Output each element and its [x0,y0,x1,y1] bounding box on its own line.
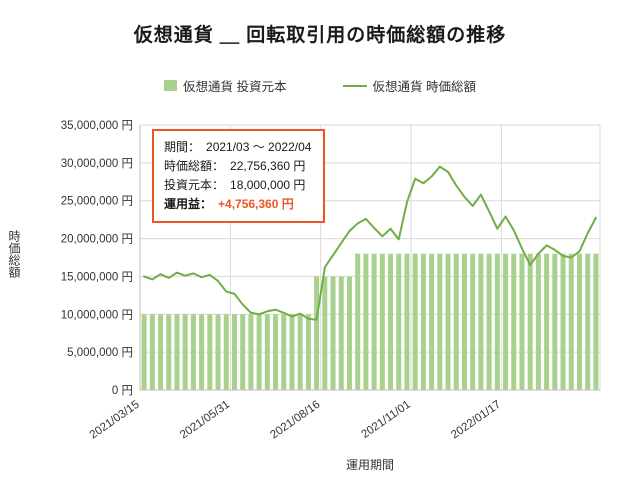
legend: 仮想通貨 投資元本 仮想通貨 時価総額 [0,76,640,95]
legend-label-market-cap: 仮想通貨 時価総額 [372,80,476,94]
principal-bar [231,314,237,390]
principal-bar [404,253,410,390]
chart-title: 仮想通貨 ＿ 回転取引用の時価総額の推移 [133,25,507,46]
x-tick-label: 2021/08/16 [268,399,322,442]
annotation-row-principal: 投資元本： 18,000,000 円 [164,176,311,195]
y-tick-label: 5,000,000 円 [67,347,133,359]
x-tick-label: 2021/05/31 [178,399,232,442]
principal-bar [379,253,385,390]
y-tick-label: 0 円 [112,385,133,397]
principal-bar [535,253,541,390]
principal-bar [158,314,164,390]
principal-bar [544,253,550,390]
principal-bar [396,253,402,390]
principal-bar [297,314,303,390]
principal-bar [552,253,558,390]
principal-bar [511,253,517,390]
principal-bar [190,314,196,390]
principal-bar [388,253,394,390]
principal-bar [281,314,287,390]
principal-bar [576,253,582,390]
legend-label-principal: 仮想通貨 投資元本 [183,80,287,94]
principal-bar [437,253,443,390]
y-tick-label: 10,000,000 円 [61,309,133,321]
principal-bar [240,314,246,390]
principal-bar [166,314,172,390]
principal-bar [174,314,180,390]
principal-bar [314,276,320,390]
principal-bar [141,314,147,390]
principal-value: 18,000,000 円 [230,178,306,192]
line-legend-marker-icon [342,84,367,87]
market-cap-label: 時価総額： [164,159,225,173]
annotation-row-market-cap: 時価総額： 22,756,360 円 [164,157,311,176]
bar-legend-marker-icon [164,80,178,91]
legend-item-market-cap: 仮想通貨 時価総額 [342,76,476,95]
market-value-line [143,165,597,321]
principal-bar [199,314,205,390]
gain-label: 運用益： [164,197,213,211]
annotation-row-period: 期間： 2021/03 ～ 2022/04 [164,138,311,157]
principal-bar [330,276,336,390]
principal-bar [470,253,476,390]
y-tick-label: 30,000,000 円 [61,158,133,170]
annotation-row-gain: 運用益： +4,756,360 円 [164,195,311,214]
principal-bar [346,276,352,390]
principal-bar [248,314,254,390]
principal-bar [519,253,525,390]
principal-bar [338,276,344,390]
principal-bar [461,253,467,390]
annotation-box: 期間： 2021/03 ～ 2022/04 時価総額： 22,756,360 円 投… [152,129,326,223]
principal-bar [322,276,328,390]
principal-bar [363,253,369,390]
period-label: 期間： [164,140,201,154]
principal-bar [445,253,451,390]
principal-bar [527,253,533,390]
principal-bar [486,253,492,390]
principal-bar [420,253,426,390]
principal-bar [215,314,221,390]
principal-bar [149,314,155,390]
y-tick-label: 20,000,000 円 [61,234,133,246]
market-cap-value: 22,756,360 円 [230,159,306,173]
principal-bar [453,253,459,390]
principal-bar [182,314,188,390]
y-tick-label: 25,000,000 円 [61,196,133,208]
principal-bar [503,253,509,390]
principal-bar [568,253,574,390]
principal-bar [494,253,500,390]
principal-bar [207,314,213,390]
principal-bar [560,253,566,390]
y-tick-label: 15,000,000 円 [61,271,133,283]
principal-bar [264,314,270,390]
x-tick-label: 2021/03/15 [88,399,142,442]
principal-bar [371,253,377,390]
y-tick-label: 35,000,000 円 [61,120,133,132]
principal-label: 投資元本： [164,178,225,192]
period-value: 2021/03 ～ 2022/04 [206,140,312,154]
principal-bar [585,253,591,390]
principal-bar [223,314,229,390]
principal-bar [256,314,262,390]
x-tick-label: 2022/01/17 [449,399,503,442]
x-axis-title: 運用期間 [345,458,394,472]
y-axis-title: 時価総額 [7,230,21,278]
principal-bar [273,314,279,390]
gain-value: +4,756,360 円 [218,197,294,211]
legend-item-principal: 仮想通貨 投資元本 [164,76,287,95]
principal-bar [593,253,599,390]
principal-bar [355,253,361,390]
principal-bar [429,253,435,390]
principal-bar [289,314,295,390]
principal-bar [478,253,484,390]
principal-bar [305,314,311,390]
x-tick-label: 2021/11/01 [359,399,412,441]
principal-bar [412,253,418,390]
